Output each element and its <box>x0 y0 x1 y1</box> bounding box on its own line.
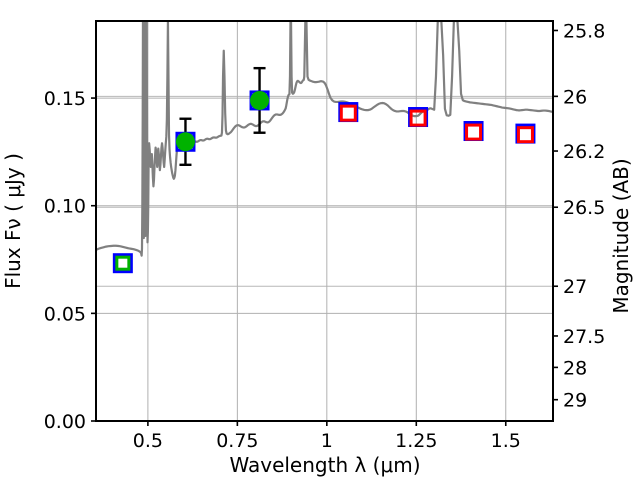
x-tick-label: 1.25 <box>395 430 437 452</box>
x-tick-label: 0.5 <box>133 430 163 452</box>
y-tick-label-left: 0.15 <box>44 88 86 110</box>
y-tick-label-right: 26 <box>563 86 587 108</box>
y-tick-label-left: 0.10 <box>44 196 86 218</box>
tick-labels: 0.5 0.75 1 1.25 1.5 0.00 0.05 0.10 0.15 25.8 26 26.… <box>44 20 606 452</box>
x-axis-label: Wavelength λ (μm) <box>229 453 420 477</box>
spectrum-line <box>96 21 553 257</box>
y-tick-label-right: 26.2 <box>563 141 605 163</box>
data-markers <box>112 90 536 274</box>
y-axis-label-right: Magnitude (AB) <box>609 158 633 313</box>
y-tick-label-right: 27.5 <box>563 326 605 348</box>
x-tick-label: 1 <box>321 430 333 452</box>
axes-frame <box>95 20 554 422</box>
x-tick-label: 0.75 <box>216 430 258 452</box>
y-tick-label-left: 0.00 <box>44 411 86 433</box>
y-tick-label-right: 25.8 <box>563 20 605 42</box>
y-tick-label-right: 28 <box>563 357 587 379</box>
x-tick-label: 1.5 <box>491 430 521 452</box>
y-tick-label-left: 0.05 <box>44 303 86 325</box>
axis-ticks <box>91 29 558 426</box>
y-tick-label-right: 27 <box>563 276 587 298</box>
y-axis-label-left: Flux Fν ( μJy ) <box>1 153 25 289</box>
y-tick-label-right: 26.5 <box>563 197 605 219</box>
y-tick-label-right: 29 <box>563 390 587 412</box>
